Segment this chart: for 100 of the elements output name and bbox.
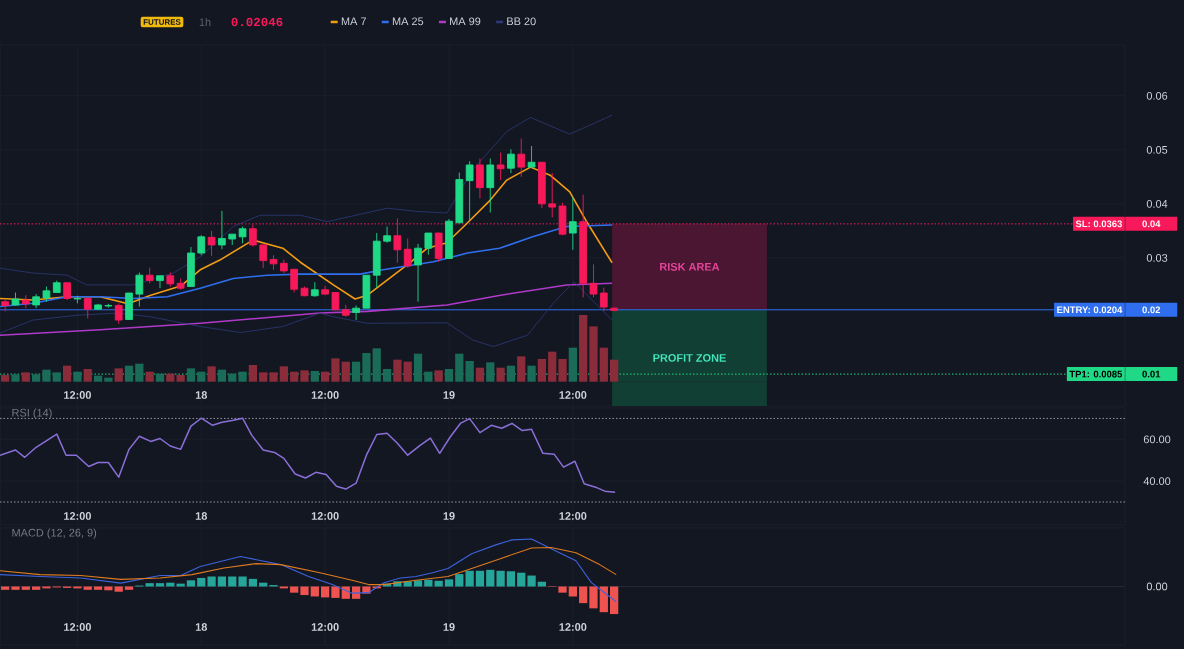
candlestick [259,244,268,269]
bar [1,586,10,590]
candlestick [228,233,237,246]
bar [145,371,154,382]
bar [104,377,113,382]
bar [403,361,412,382]
bar [362,353,371,382]
candlestick [145,267,154,284]
x-tick-label: 19 [443,512,455,520]
bar [310,371,319,382]
candlestick [94,303,102,311]
bar [434,370,443,382]
candlestick [11,292,20,306]
bar [321,586,330,598]
candlestick [610,307,618,312]
bar [341,361,350,382]
bar [32,586,41,590]
bar [114,586,123,592]
candlestick [455,172,464,224]
bar [269,372,278,382]
bar [124,586,134,590]
x-tick-label: 12:00 [64,512,91,520]
candlestick [445,218,453,260]
candlestick [135,272,144,307]
bar [248,365,258,382]
candlestick [176,277,185,291]
candlestick [517,138,526,178]
y-tick-label: 0.05 [1146,145,1168,154]
candlestick [104,303,113,309]
candlestick [32,293,40,309]
bar [11,586,20,590]
candlestick [63,282,71,301]
bar [599,586,608,613]
candlestick [42,286,51,303]
x-tick-label: 12:00 [64,623,91,631]
bar [475,570,485,587]
bar [93,586,103,590]
y-tick-label: 0.04 [1146,200,1168,208]
bar [548,351,557,382]
bar [93,375,103,382]
bar [207,366,216,382]
candlestick [83,296,92,319]
chart-title: MACD (12, 26, 9) [12,528,97,539]
bar [506,571,516,587]
bar [114,368,123,382]
bar [486,569,495,587]
candlestick [341,304,350,318]
bar [599,347,608,382]
y-tick-label: 0.06 [1146,91,1168,100]
x-tick-label: 12:00 [311,391,339,399]
legend-label: MA 7 [341,17,366,25]
text: 0.00 [1146,582,1168,591]
candlestick [197,234,206,256]
bar [579,314,588,382]
x-tick-label: 12:00 [64,391,91,399]
bar [393,359,402,382]
y-tick-label: 40.00 [1143,477,1171,485]
candlestick [362,274,371,309]
bar [238,371,247,382]
bar [310,586,319,597]
bar [331,358,340,382]
bar [259,372,268,382]
bar [455,574,464,587]
candlestick [383,226,391,244]
candlestick [21,294,30,309]
bar [527,575,536,587]
candlestick [73,295,82,304]
bar [506,365,516,382]
candlestick [1,299,10,312]
bar [568,347,577,382]
candlestick [52,280,61,293]
bar [331,586,340,598]
legend-label: BB 20 [507,17,536,26]
candlestick [114,302,123,325]
ref-line-label: SL: 0.0363 [1075,220,1122,228]
x-tick-label: 12:00 [559,623,587,631]
ref-line-label: ENTRY: 0.0204 [1057,306,1123,314]
candlestick [321,285,329,296]
text: 0.01 [1142,370,1161,378]
candlestick [125,292,133,321]
x-tick-label: 19 [443,391,455,399]
bar [321,371,330,382]
y-tick-label: 0.03 [1146,254,1168,262]
bar [568,586,577,597]
x-tick-label: 12:00 [559,391,587,399]
bar [83,586,92,590]
candlestick [156,275,164,289]
bar [465,361,474,382]
bar [217,369,227,382]
bar [21,586,30,590]
bar [517,356,526,382]
candlestick [166,272,175,287]
bar [166,373,175,382]
bar [424,371,433,382]
candlestick [476,158,484,199]
candlestick [269,254,278,271]
y-tick-label: 60.00 [1143,435,1171,444]
candlestick [589,263,598,298]
bar [300,370,309,382]
candlestick [486,158,495,213]
